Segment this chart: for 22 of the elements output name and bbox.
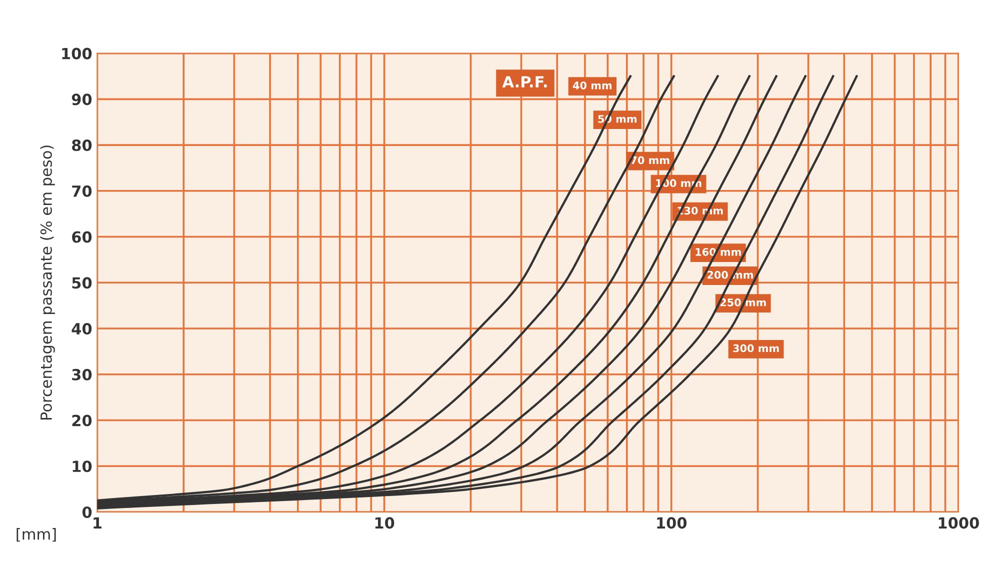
annotation: 300 mm — [733, 344, 779, 352]
x-axis-title: [mm] — [16, 528, 56, 542]
y-tick-label: 70 — [72, 185, 92, 197]
annotation: 40 mm — [572, 81, 612, 90]
y-tick-label: 90 — [72, 94, 92, 106]
y-tick-label: 80 — [72, 140, 92, 152]
y-tick-label: 40 — [72, 322, 92, 335]
y-tick-label: 50 — [72, 277, 92, 289]
annotation: 250 mm — [720, 298, 766, 306]
y-tick-label: 30 — [72, 368, 92, 380]
x-tick-label: 10 — [375, 517, 394, 529]
annotation: 160 mm — [696, 248, 741, 256]
x-tick-label: 100 — [657, 517, 687, 529]
x-tick-label: 1 — [94, 517, 102, 528]
y-axis-title: Porcentagem passante (% em peso) — [40, 146, 55, 420]
y-tick-label: 20 — [72, 414, 92, 426]
x-tick-label: 1000 — [938, 517, 979, 529]
annotation: A.P.F. — [502, 76, 547, 88]
y-tick-label: 60 — [72, 231, 92, 243]
y-tick-label: 10 — [72, 460, 92, 472]
y-tick-label: 100 — [62, 48, 92, 60]
y-tick-label: 0 — [82, 506, 92, 518]
